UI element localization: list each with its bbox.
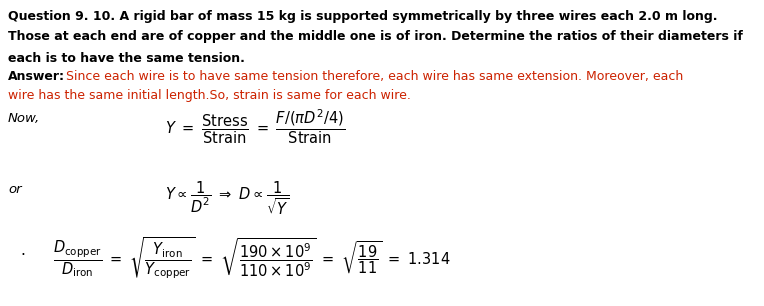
Text: Question 9. 10. A rigid bar of mass 15 kg is supported symmetrically by three wi: Question 9. 10. A rigid bar of mass 15 k… — [8, 10, 717, 23]
Text: ·: · — [20, 248, 25, 263]
Text: Since each wire is to have same tension therefore, each wire has same extension.: Since each wire is to have same tension … — [62, 70, 683, 83]
Text: wire has the same initial length.So, strain is same for each wire.: wire has the same initial length.So, str… — [8, 89, 411, 102]
Text: Now,: Now, — [8, 112, 40, 125]
Text: $Y \propto \dfrac{1}{D^2} \ \Rightarrow \ D \propto \dfrac{1}{\sqrt{Y}}$: $Y \propto \dfrac{1}{D^2} \ \Rightarrow … — [165, 179, 290, 217]
Text: Those at each end are of copper and the middle one is of iron. Determine the rat: Those at each end are of copper and the … — [8, 30, 743, 43]
Text: each is to have the same tension.: each is to have the same tension. — [8, 52, 245, 65]
Text: Answer:: Answer: — [8, 70, 65, 83]
Text: or: or — [8, 183, 21, 196]
Text: $\dfrac{D_{\mathrm{copper}}}{D_{\mathrm{iron}}} \ = \ \sqrt{\dfrac{Y_{\mathrm{ir: $\dfrac{D_{\mathrm{copper}}}{D_{\mathrm{… — [53, 235, 451, 281]
Text: $Y \ = \ \dfrac{\mathrm{Stress}}{\mathrm{Strain}} \ = \ \dfrac{F/(\pi D^2/4)}{\m: $Y \ = \ \dfrac{\mathrm{Stress}}{\mathrm… — [165, 108, 345, 146]
